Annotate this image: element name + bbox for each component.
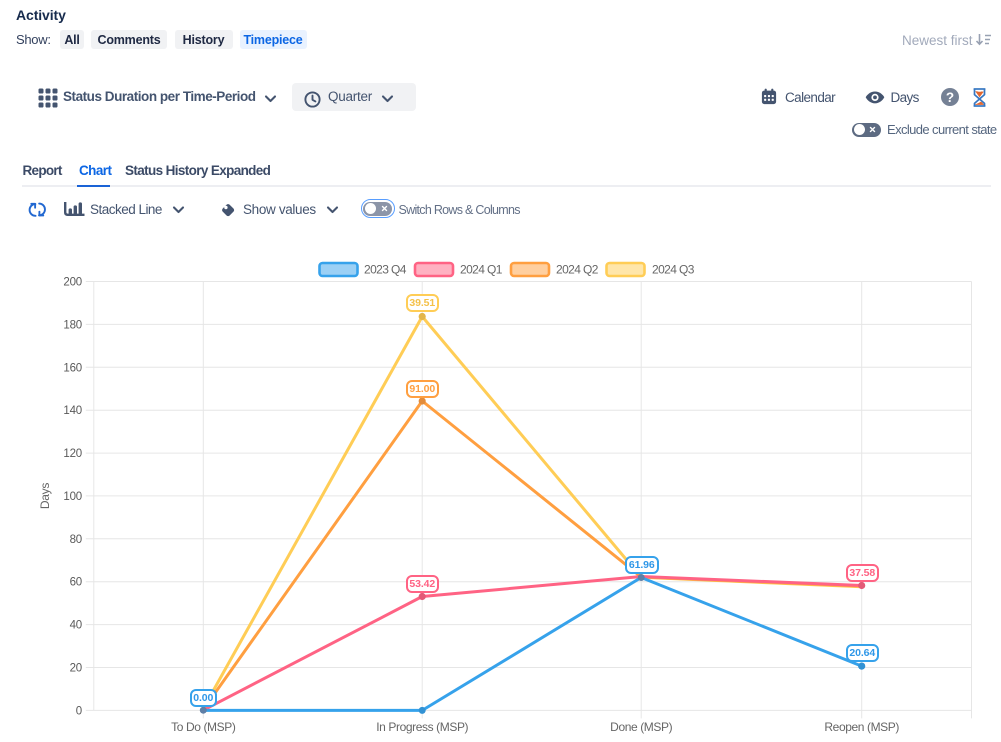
svg-text:?: ? (946, 90, 954, 105)
svg-text:60: 60 (70, 577, 82, 589)
svg-text:2023 Q4: 2023 Q4 (364, 263, 407, 277)
svg-text:Done (MSP): Done (MSP) (610, 720, 672, 734)
svg-text:180: 180 (63, 319, 82, 331)
svg-text:2024 Q3: 2024 Q3 (652, 263, 695, 277)
svg-text:2024 Q1: 2024 Q1 (460, 263, 503, 277)
svg-text:120: 120 (63, 448, 82, 460)
svg-text:100: 100 (63, 491, 82, 503)
svg-text:To Do (MSP): To Do (MSP) (171, 720, 236, 734)
svg-text:200: 200 (63, 277, 82, 289)
svg-text:Days: Days (38, 483, 52, 509)
svg-text:20: 20 (70, 663, 82, 675)
svg-text:160: 160 (63, 362, 82, 374)
svg-text:0: 0 (76, 705, 82, 717)
svg-text:140: 140 (63, 405, 82, 417)
svg-text:40: 40 (70, 620, 82, 632)
svg-text:80: 80 (70, 534, 82, 546)
svg-text:In Progress (MSP): In Progress (MSP) (376, 720, 468, 734)
svg-text:2024 Q2: 2024 Q2 (556, 263, 599, 277)
svg-text:Reopen (MSP): Reopen (MSP) (824, 720, 899, 734)
